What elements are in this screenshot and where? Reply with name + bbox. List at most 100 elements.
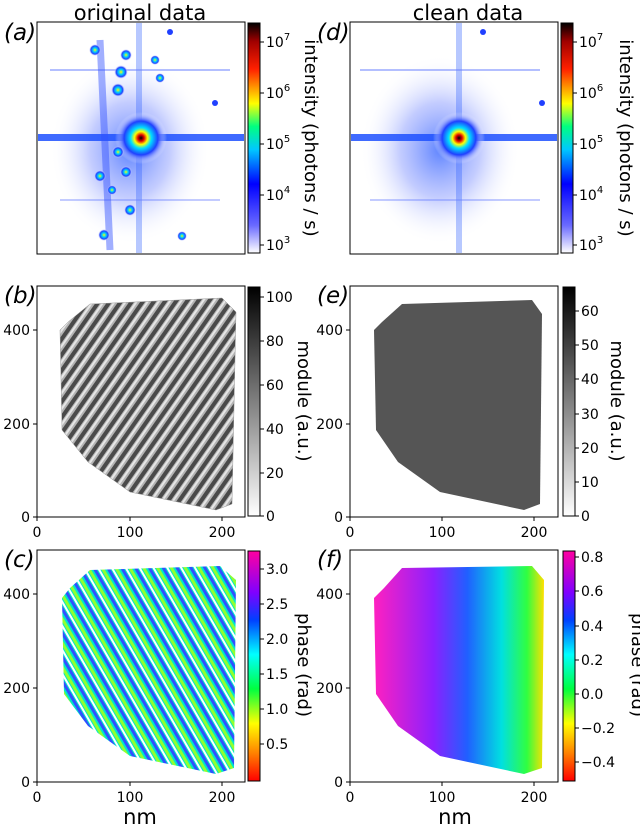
cb-a-tick-1: 106: [266, 83, 290, 102]
colorbar-e: [562, 286, 576, 517]
axes-f: 0 100 200 400 200 0 nm: [316, 587, 547, 827]
e-ytick-2: 400: [316, 323, 343, 339]
axes-b: 0 100 200 400 200 0: [3, 323, 235, 541]
f-ytick-0: 0: [334, 775, 343, 791]
colorbar-label-b: module (a.u.): [293, 340, 314, 461]
colorbar-ticks-e: 60 50 40 30 20 10 0: [575, 304, 599, 525]
cb-f-tick-0: 0.8: [581, 550, 603, 566]
cb-e-tick-2: 40: [581, 372, 599, 388]
cb-e-tick-1: 50: [581, 338, 599, 354]
axes-e: 0 100 200 400 200 0: [316, 323, 547, 541]
cb-a-tick-4: 103: [266, 235, 290, 254]
colorbar-label-e: module (a.u.): [606, 340, 627, 461]
axes-c: 0 100 200 400 200 0 nm: [3, 587, 235, 827]
colorbar-d: [560, 22, 574, 254]
c-ytick-1: 200: [3, 681, 30, 697]
e-xtick-1: 100: [429, 525, 456, 541]
f-xtick-2: 200: [521, 790, 548, 806]
colorbar-a: [247, 22, 261, 254]
cb-c-tick-4: 1.0: [266, 702, 288, 718]
colorbar-ticks-a: 107 106 105 104 103: [260, 32, 290, 254]
cb-b-tick-2: 60: [266, 378, 284, 394]
c-xtick-2: 200: [209, 790, 236, 806]
colorbar-label-c: phase (rad): [293, 613, 314, 717]
panel-c: (c) 3.0 2.5 2.0 1.5 1.0 0.5 phase (rad): [4, 547, 314, 783]
diffraction-image-a: [38, 23, 244, 253]
f-ytick-1: 200: [316, 681, 343, 697]
f-ytick-2: 400: [316, 587, 343, 603]
b-xtick-0: 0: [33, 525, 42, 541]
cb-d-tick-3: 104: [579, 185, 603, 204]
c-xtick-1: 100: [117, 790, 144, 806]
b-ytick-0: 0: [21, 510, 30, 526]
colorbar-ticks-f: 0.8 0.6 0.4 0.2 0.0 −0.2 −0.4: [575, 550, 615, 771]
cb-a-tick-2: 105: [266, 134, 290, 153]
cb-d-tick-0: 107: [579, 32, 603, 51]
module-image-e: [374, 300, 542, 510]
colorbar-ticks-d: 107 106 105 104 103: [573, 32, 603, 254]
f-xtick-0: 0: [346, 790, 355, 806]
colorbar-label-f: phase (rad): [627, 613, 640, 717]
colorbar-ticks-c: 3.0 2.5 2.0 1.5 1.0 0.5: [260, 562, 288, 753]
b-ytick-1: 200: [3, 417, 30, 433]
c-ytick-2: 400: [3, 587, 30, 603]
cb-b-tick-4: 20: [266, 466, 284, 482]
colorbar-f: [562, 550, 576, 782]
cb-e-tick-5: 10: [581, 475, 599, 491]
cb-e-tick-6: 0: [581, 509, 590, 525]
panel-d: (d) 107 106 105 104 103 intensity (photo…: [317, 20, 636, 255]
x-axis-label-c: nm: [123, 805, 157, 827]
cb-a-tick-3: 104: [266, 185, 290, 204]
b-xtick-1: 100: [117, 525, 144, 541]
diffraction-image-d: [351, 23, 557, 253]
panel-b: (b) 100 80 60 40 20 0 module (a.u.): [4, 283, 314, 525]
panel-e: (e) 60 50 40 30 20 10 0 module (a.u.): [317, 283, 627, 525]
cb-b-tick-3: 40: [266, 422, 284, 438]
colorbar-c: [247, 550, 261, 782]
panel-letter-d: (d): [317, 20, 350, 46]
cb-c-tick-5: 0.5: [266, 737, 288, 753]
cb-e-tick-4: 20: [581, 441, 599, 457]
panel-letter-c: (c): [4, 547, 35, 573]
colorbar-label-a: intensity (photons / s): [300, 39, 321, 236]
e-ytick-0: 0: [334, 510, 343, 526]
b-xtick-2: 200: [209, 525, 236, 541]
panel-a: (a) 107 106 105 104 103 intensity (photo…: [4, 20, 321, 255]
panel-letter-f: (f): [317, 547, 343, 573]
e-xtick-0: 0: [346, 525, 355, 541]
phase-image-f: [374, 566, 544, 774]
colorbar-ticks-b: 100 80 60 40 20 0: [260, 290, 293, 525]
module-image-b: [59, 297, 237, 511]
phase-image-c: [62, 566, 236, 774]
cb-f-tick-4: 0.0: [581, 687, 603, 703]
c-ytick-0: 0: [21, 775, 30, 791]
cb-b-tick-0: 100: [266, 290, 293, 306]
c-xtick-0: 0: [33, 790, 42, 806]
colorbar-label-d: intensity (photons / s): [615, 39, 636, 236]
cb-b-tick-5: 0: [266, 509, 275, 525]
cb-b-tick-1: 80: [266, 334, 284, 350]
panel-letter-a: (a): [4, 20, 36, 46]
cb-d-tick-2: 105: [579, 134, 603, 153]
cb-c-tick-2: 2.0: [266, 632, 288, 648]
cb-e-tick-3: 30: [581, 407, 599, 423]
cb-d-tick-4: 103: [579, 235, 603, 254]
cb-d-tick-1: 106: [579, 83, 603, 102]
cb-f-tick-6: −0.4: [581, 755, 615, 771]
panel-letter-b: (b): [4, 283, 37, 309]
cb-c-tick-1: 2.5: [266, 597, 288, 613]
b-ytick-2: 400: [3, 323, 30, 339]
cb-c-tick-3: 1.5: [266, 667, 288, 683]
cb-f-tick-5: −0.2: [581, 721, 615, 737]
right-column-title: clean data: [413, 1, 523, 25]
colorbar-b: [247, 286, 261, 517]
f-xtick-1: 100: [429, 790, 456, 806]
cb-c-tick-0: 3.0: [266, 562, 288, 578]
e-ytick-1: 200: [316, 417, 343, 433]
panel-letter-e: (e): [317, 283, 349, 309]
e-xtick-2: 200: [521, 525, 548, 541]
panel-f: (f) 0.8 0.6 0.4 0.2 0.0 −0.2 −0.4 phase …: [317, 547, 640, 783]
x-axis-label-f: nm: [438, 805, 472, 827]
cb-e-tick-0: 60: [581, 304, 599, 320]
